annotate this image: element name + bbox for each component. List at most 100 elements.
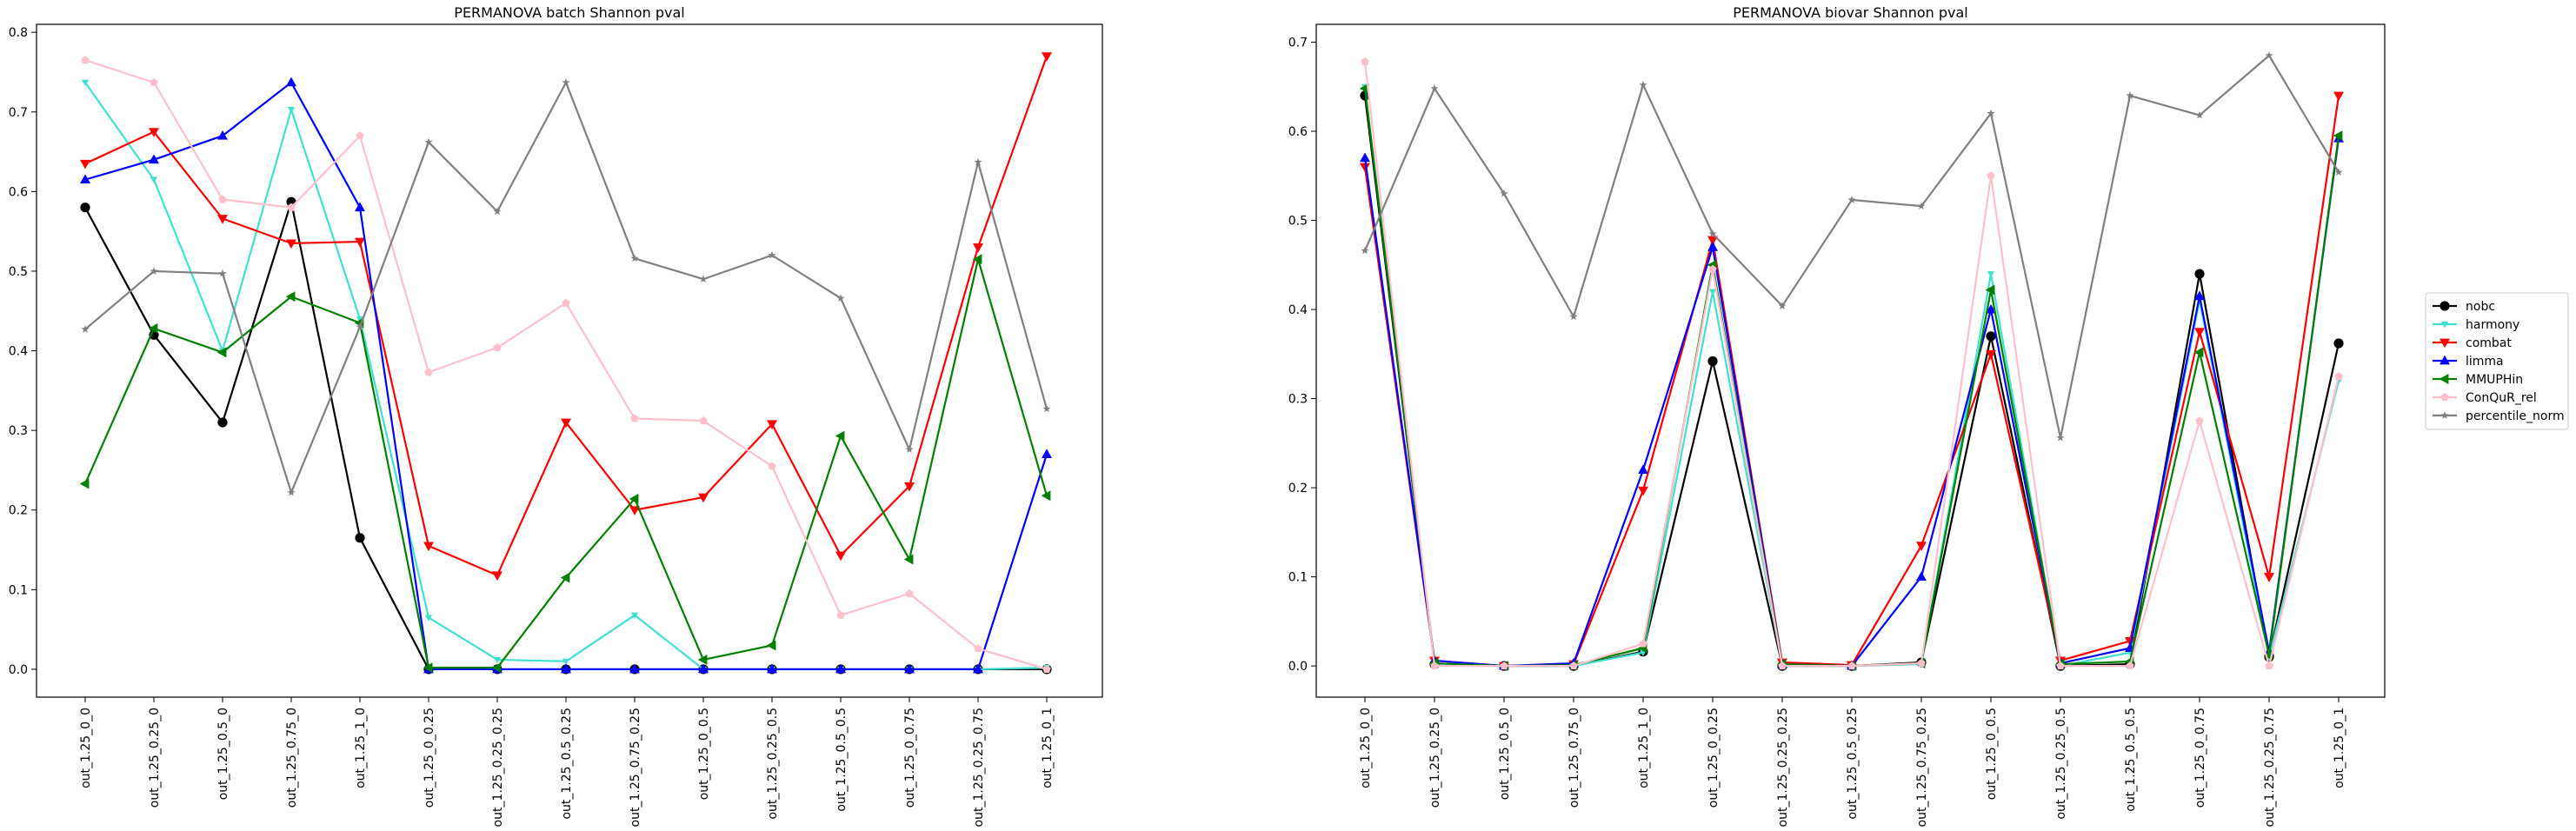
data-point-ConQuR_rel — [836, 610, 845, 619]
data-point-limma — [973, 663, 983, 674]
data-point-limma — [904, 663, 915, 674]
data-point-MMUPHin — [491, 662, 502, 674]
series-line-MMUPHin — [1363, 88, 2340, 668]
series-harmony — [1361, 83, 2343, 670]
legend-label: limma — [2466, 355, 2504, 369]
y-tick-label: 0.1 — [9, 583, 28, 597]
series-nobc — [80, 196, 1052, 675]
data-point-limma — [629, 663, 640, 674]
series-line-MMUPHin — [83, 258, 1048, 669]
data-point-limma — [561, 663, 571, 674]
data-point-harmony — [630, 612, 639, 619]
data-point-nobc — [80, 203, 90, 213]
data-point-percentile_norm — [1042, 404, 1051, 413]
series-ConQuR_rel — [81, 56, 1051, 673]
data-point-combat — [561, 418, 571, 429]
plot-frame — [1315, 23, 2386, 698]
y-tick-label: 0.2 — [9, 504, 28, 518]
x-tick-label: out_1.25_0_0.75 — [903, 708, 917, 808]
y-tick-label: 0.5 — [1288, 215, 1308, 229]
data-point-MMUPHin — [1985, 284, 1995, 296]
data-point-ConQuR_rel — [562, 298, 570, 307]
data-point-ConQuR_rel — [2195, 416, 2204, 425]
legend-marker — [2440, 355, 2450, 365]
legend-entry-limma: limma — [2433, 355, 2504, 369]
data-point-ConQuR_rel — [218, 195, 227, 203]
data-point-ConQuR_rel — [493, 342, 502, 351]
data-point-percentile_norm — [836, 294, 845, 302]
data-point-MMUPHin — [835, 430, 845, 442]
legend-marker — [2440, 338, 2450, 349]
data-point-combat — [1986, 349, 1996, 360]
data-point-combat — [835, 551, 846, 562]
x-tick-label: out_1.25_0.5_0.25 — [1846, 708, 1860, 820]
x-tick-label: out_1.25_0_0.25 — [423, 708, 436, 808]
data-point-harmony — [150, 176, 158, 183]
series-limma — [80, 76, 1052, 674]
x-tick-label: out_1.25_0_0.5 — [697, 708, 711, 800]
y-tick-label: 0.4 — [1288, 303, 1308, 317]
data-point-ConQuR_rel — [1778, 661, 1787, 670]
data-point-ConQuR_rel — [905, 588, 914, 597]
data-point-ConQuR_rel — [1361, 57, 1369, 66]
data-point-MMUPHin — [423, 662, 433, 674]
data-point-ConQuR_rel — [1917, 659, 1926, 668]
series-line-limma — [84, 81, 1048, 671]
data-point-nobc — [1986, 331, 1996, 342]
x-tick-label: out_1.25_0_0.75 — [2193, 708, 2207, 808]
data-point-ConQuR_rel — [1430, 661, 1439, 670]
x-tick-label: out_1.25_0.25_0.75 — [972, 708, 986, 827]
data-point-combat — [2333, 91, 2344, 102]
data-point-MMUPHin — [79, 478, 90, 489]
x-tick-label: out_1.25_0_0.25 — [1707, 708, 1721, 808]
series-harmony — [81, 79, 1051, 674]
data-point-harmony — [287, 106, 296, 114]
data-point-ConQuR_rel — [81, 56, 90, 64]
data-point-MMUPHin — [148, 322, 158, 334]
legend-label: percentile_norm — [2466, 409, 2565, 423]
data-point-limma — [1707, 242, 1718, 251]
data-point-combat — [767, 420, 777, 430]
data-point-percentile_norm — [150, 267, 158, 275]
legend-frame — [2425, 292, 2569, 430]
data-point-combat — [1638, 486, 1648, 496]
series-line-harmony — [84, 82, 1048, 671]
data-point-limma — [80, 174, 90, 184]
y-tick-label: 0.5 — [9, 265, 28, 279]
data-point-percentile_norm — [1778, 302, 1787, 309]
legend-marker — [2440, 393, 2449, 402]
data-point-percentile_norm — [905, 445, 914, 454]
data-point-ConQuR_rel — [2126, 661, 2134, 670]
series-line-limma — [1363, 138, 2340, 668]
data-point-MMUPHin — [285, 291, 296, 302]
data-point-ConQuR_rel — [2334, 371, 2343, 380]
data-point-combat — [80, 159, 90, 170]
data-point-nobc — [1707, 356, 1718, 367]
chart-1: PERMANOVA batch Shannon pval 0.0 0.1 0.2 0.3… — [9, 4, 1103, 827]
data-point-harmony — [562, 658, 570, 666]
data-point-limma — [1986, 303, 1996, 314]
legend: nobc harmony combat limma MMUPHin ConQuR_relp… — [2425, 292, 2569, 430]
legend-marker — [2440, 411, 2449, 419]
data-point-limma — [1916, 571, 1927, 582]
data-point-combat — [629, 506, 640, 515]
x-tick-label: out_1.25_1_0 — [354, 708, 368, 788]
x-tick-label: out_1.25_0.75_0 — [285, 708, 299, 808]
data-point-combat — [149, 128, 159, 137]
data-point-combat — [973, 243, 983, 253]
data-point-limma — [286, 76, 296, 87]
data-point-ConQuR_rel — [2265, 661, 2273, 670]
data-point-percentile_norm — [1500, 189, 1508, 197]
data-point-ConQuR_rel — [2056, 661, 2065, 670]
x-tick-label: out_1.25_0.25_0.5 — [766, 708, 780, 820]
data-point-limma — [149, 154, 159, 164]
data-point-MMUPHin — [972, 254, 982, 265]
data-point-MMUPHin — [1041, 490, 1051, 502]
data-point-limma — [1360, 152, 1370, 163]
x-tick-label: out_1.25_0.25_0.5 — [2054, 708, 2068, 820]
series-nobc — [1360, 90, 2344, 671]
data-point-limma — [835, 663, 846, 674]
data-point-nobc — [355, 533, 365, 543]
x-tick-label: out_1.25_0.5_0 — [1498, 708, 1512, 800]
data-point-MMUPHin — [1359, 83, 1369, 94]
